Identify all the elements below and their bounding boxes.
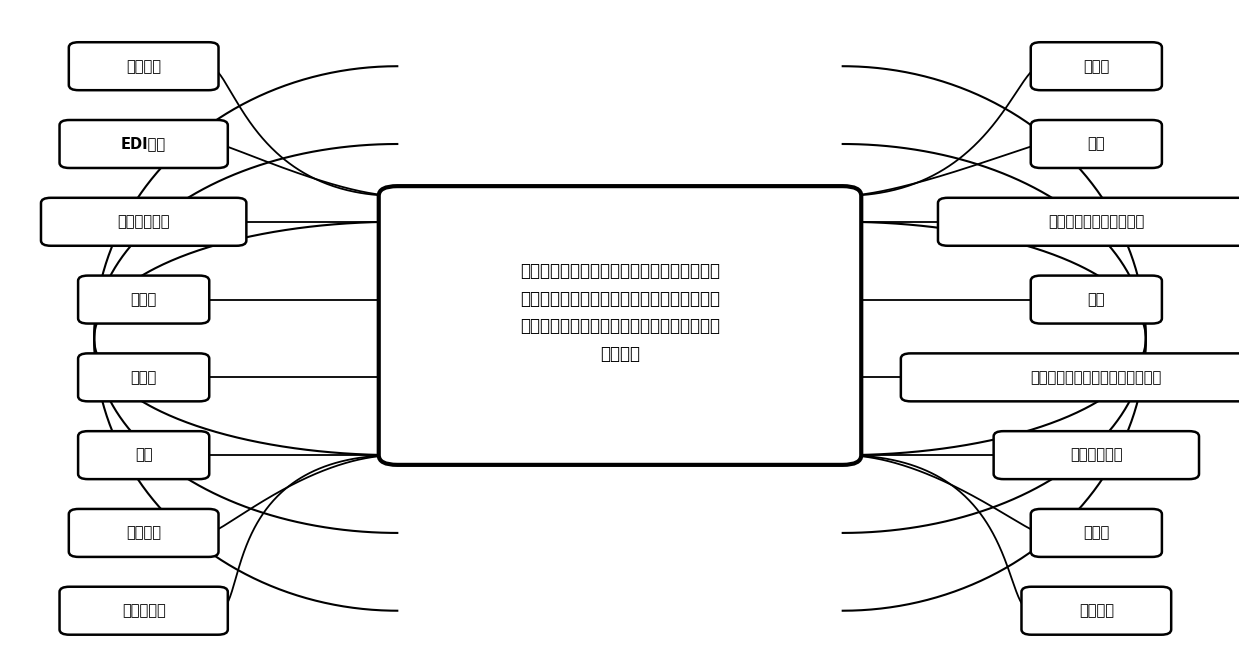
Text: 国际货运代理: 国际货运代理 <box>1070 448 1122 463</box>
Text: 中国口岸集装箱运输进口签收单、出口装箱单
的电子化（无纸化）系统，集装箱进口与出口
的套用匹配、形成送与回的双程双重运输模式
系统平台: 中国口岸集装箱运输进口签收单、出口装箱单 的电子化（无纸化）系统，集装箱进口与出… <box>520 262 720 363</box>
Text: 船公司: 船公司 <box>1084 59 1110 74</box>
Text: 货主: 货主 <box>135 448 153 463</box>
Text: 收货人: 收货人 <box>130 370 156 385</box>
FancyBboxPatch shape <box>60 120 228 168</box>
Text: 放箱系统: 放箱系统 <box>126 59 161 74</box>
FancyBboxPatch shape <box>378 186 862 465</box>
Text: 码头（港口集团及旗下数据公司）: 码头（港口集团及旗下数据公司） <box>1030 370 1162 385</box>
Text: 单一窗口平台: 单一窗口平台 <box>118 214 170 229</box>
FancyBboxPatch shape <box>1030 42 1162 90</box>
Text: 发货人: 发货人 <box>130 292 156 307</box>
FancyBboxPatch shape <box>78 431 210 479</box>
FancyBboxPatch shape <box>937 198 1240 246</box>
FancyBboxPatch shape <box>1030 120 1162 168</box>
Text: 集卡司机: 集卡司机 <box>126 525 161 540</box>
Text: EDI中心: EDI中心 <box>122 137 166 152</box>
FancyBboxPatch shape <box>78 353 210 402</box>
Text: 集卡车队: 集卡车队 <box>1079 603 1114 618</box>
FancyBboxPatch shape <box>900 353 1240 402</box>
Text: 堆场: 堆场 <box>1087 292 1105 307</box>
FancyBboxPatch shape <box>1022 587 1172 635</box>
FancyBboxPatch shape <box>60 587 228 635</box>
Text: 订舱代理及订舱代理平台: 订舱代理及订舱代理平台 <box>1048 214 1145 229</box>
FancyBboxPatch shape <box>68 509 218 557</box>
FancyBboxPatch shape <box>1030 275 1162 324</box>
Text: 报关行: 报关行 <box>1084 525 1110 540</box>
FancyBboxPatch shape <box>1030 509 1162 557</box>
Text: 船代: 船代 <box>1087 137 1105 152</box>
FancyBboxPatch shape <box>78 275 210 324</box>
FancyBboxPatch shape <box>993 431 1199 479</box>
Text: 无车承运人: 无车承运人 <box>122 603 166 618</box>
FancyBboxPatch shape <box>68 42 218 90</box>
FancyBboxPatch shape <box>41 198 247 246</box>
